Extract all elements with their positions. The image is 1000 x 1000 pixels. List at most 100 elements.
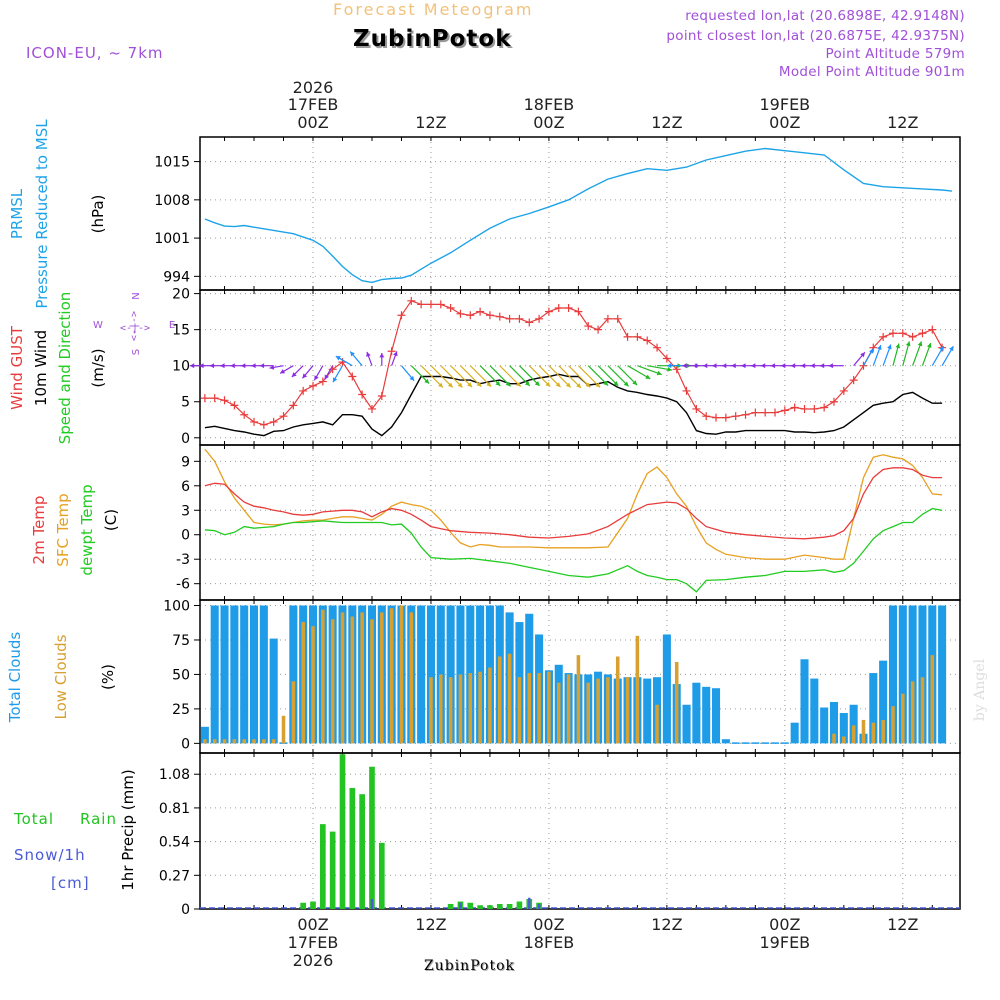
gust-marker	[259, 420, 268, 429]
series-wind-gust	[204, 300, 943, 426]
gust-marker	[623, 332, 632, 341]
ytick-label: 1.08	[159, 767, 190, 783]
cloud-bar-low	[478, 671, 482, 744]
cloud-bar-total	[426, 605, 435, 744]
ytick-label: 0.54	[159, 835, 190, 851]
gust-marker	[859, 361, 868, 370]
wind-arrow-head	[259, 363, 265, 369]
bottom-date-label: 18FEB	[524, 933, 575, 952]
point-altitude: Point Altitude 579m	[825, 46, 965, 62]
cloud-bar-low	[891, 706, 895, 744]
wind-arrow	[450, 365, 473, 388]
gust-marker	[495, 312, 504, 321]
panel-frame-precip	[199, 752, 961, 910]
wind-arrow-head	[623, 381, 629, 387]
cloud-bar-low	[380, 612, 384, 744]
gust-marker	[879, 332, 888, 341]
gust-marker	[702, 412, 711, 421]
gust-marker	[839, 386, 848, 395]
bottom-hour-label: 00Z	[769, 915, 800, 934]
top-date-label: 18FEB	[524, 95, 575, 114]
wind-arrow-head	[189, 363, 195, 369]
series-sfc-temp	[204, 448, 943, 560]
gust-marker	[682, 386, 691, 395]
cloud-bar-low	[330, 619, 335, 744]
precip-bar-rain	[300, 902, 306, 909]
cloud-bar-low	[655, 704, 659, 744]
wind-arrow-head	[877, 345, 882, 351]
cloud-bar-total	[918, 605, 927, 744]
ytick-label: 3	[181, 503, 190, 519]
cloud-bar-total	[810, 678, 819, 744]
ytick-label: 15	[172, 323, 190, 339]
ytick-label: -3	[176, 552, 190, 568]
model-altitude: Model Point Altitude 901m	[778, 64, 965, 80]
gust-marker	[672, 365, 681, 374]
wind-arrow-head	[220, 363, 225, 369]
cloud-bar-total	[249, 605, 259, 744]
compass-w: W	[93, 320, 103, 331]
gust-marker	[456, 309, 465, 318]
label-speed-direction: Speed and Direction	[56, 292, 74, 445]
precip-bar-rain	[506, 904, 513, 909]
cloud-bar-low	[448, 677, 453, 744]
wind-arrow-head	[409, 375, 415, 381]
wind-arrow	[538, 365, 561, 388]
cloud-bar-low	[537, 673, 541, 744]
closest-coords: point closest lon,lat (20.6875E, 42.9375…	[666, 28, 965, 44]
cloud-bar-total	[200, 726, 209, 744]
cloud-bar-total	[869, 673, 878, 744]
precip-bar-rain	[349, 787, 356, 909]
chart-subtitle: Forecast Meteogram	[333, 0, 534, 19]
cloud-bar-low	[615, 656, 620, 744]
bottom-hour-label: 12Z	[415, 915, 446, 934]
precip-bar-rain	[339, 754, 346, 909]
cloud-bar-low	[340, 612, 345, 744]
cloud-bar-total	[682, 704, 691, 744]
gust-marker	[367, 404, 376, 413]
cloud-bar-low	[389, 608, 394, 744]
cloud-bar-total	[643, 678, 652, 744]
cloud-bar-low	[851, 725, 856, 744]
ytick-label: 0.27	[159, 868, 190, 884]
ytick-label: 0	[181, 736, 190, 752]
gust-marker	[810, 404, 819, 413]
wind-arrow-head	[949, 346, 954, 352]
gust-marker	[220, 396, 229, 405]
top-hour-label: 12Z	[651, 113, 682, 132]
wind-arrow-head	[240, 363, 246, 369]
cloud-bar-low	[497, 656, 502, 744]
cloud-bar-low	[586, 682, 591, 744]
wind-arrow-head	[666, 363, 672, 369]
top-date-label: 19FEB	[760, 95, 811, 114]
gust-marker	[299, 386, 308, 395]
gust-marker	[269, 417, 278, 426]
ytick-label: 100	[163, 599, 190, 615]
cloud-bar-total	[839, 713, 848, 744]
model-label: ICON-EU, ~ 7km	[26, 44, 164, 62]
gust-marker	[544, 307, 553, 316]
precip-bar-rain	[516, 901, 523, 909]
panel-frame-pressure	[199, 136, 961, 291]
cloud-bar-low	[291, 681, 296, 744]
ytick-label: 6	[181, 479, 190, 495]
cloud-bar-low	[468, 673, 473, 744]
cloud-bar-total	[230, 605, 239, 744]
gust-marker	[407, 296, 416, 305]
cloud-bar-total	[220, 605, 229, 744]
wind-arrow-head	[595, 382, 601, 388]
cloud-bar-total	[731, 742, 740, 744]
cloud-bar-low	[212, 739, 217, 744]
gust-marker	[564, 304, 573, 313]
ytick-label: 9	[181, 454, 190, 470]
wind-arrow-head	[667, 366, 673, 372]
wind-arrow	[489, 365, 511, 387]
cloud-bar-low	[281, 715, 286, 744]
precip-bar-rain	[359, 794, 365, 909]
cloud-bar-low	[832, 733, 836, 744]
wind-arrow-head	[810, 363, 815, 369]
cloud-bar-total	[702, 686, 711, 744]
gust-marker	[721, 413, 730, 422]
label-prmsl: PRMSL	[8, 188, 26, 239]
